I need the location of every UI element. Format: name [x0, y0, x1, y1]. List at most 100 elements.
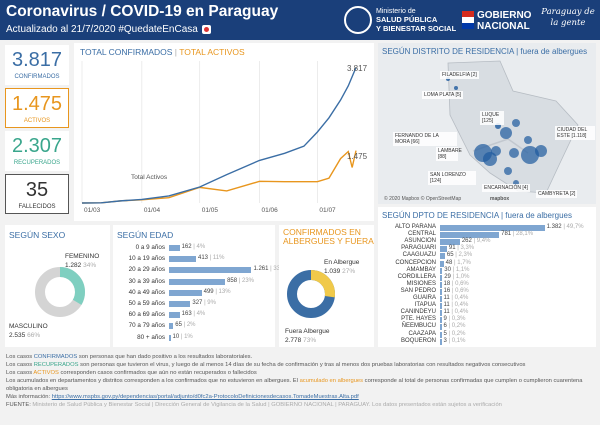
district-map[interactable]	[378, 43, 596, 204]
bar[interactable]	[440, 253, 445, 260]
bar[interactable]	[440, 239, 460, 246]
end-active-label: 1.475	[347, 152, 368, 161]
bar[interactable]	[169, 334, 171, 341]
district-bubble[interactable]	[500, 127, 512, 139]
donut-femenino[interactable]	[35, 267, 85, 317]
bar-value-label: 29 | 1,0%	[444, 273, 470, 280]
map-label: CIUDAD DEL ESTE [1.118]	[555, 126, 595, 140]
map-label: ENCARNACIÓN [4]	[482, 184, 530, 192]
kpi-confirmados[interactable]: 3.817 CONFIRMADOS	[5, 45, 69, 85]
x-tick-label: 01/03	[84, 207, 101, 214]
fem-values: 1.282 34%	[65, 262, 96, 269]
map-label: LAMBARE [88]	[436, 147, 462, 161]
ministry-name: SALUD PÚBLICA	[376, 15, 438, 24]
masc-value: 2.535	[9, 332, 26, 339]
bar-category-label: ASUNCION	[404, 238, 436, 245]
bar[interactable]	[169, 245, 180, 251]
kpi-fallecidos[interactable]: 35 FALLECIDOS	[5, 174, 69, 214]
bar-category-label: 0 a 9 años	[135, 244, 165, 251]
map-panel[interactable]: SEGÚN DISTRITO DE RESIDENCIA | fuera de …	[378, 43, 596, 204]
x-tick-label: 01/06	[262, 207, 279, 214]
bar-category-label: 60 a 69 años	[128, 311, 165, 319]
x-tick-label: 01/04	[144, 207, 161, 214]
bar[interactable]	[440, 267, 443, 274]
bar-value-label: 65 | 2,3%	[446, 252, 473, 259]
bar-value-label: 11 | 0,4%	[443, 295, 469, 301]
bar[interactable]	[440, 225, 545, 231]
district-bubble[interactable]	[521, 146, 539, 164]
bar-value-label: 781 | 28,1%	[501, 231, 534, 238]
bar[interactable]	[169, 301, 191, 307]
bar[interactable]	[440, 331, 442, 338]
bar[interactable]	[440, 303, 442, 310]
bar-category-label: ALTO PARANA	[394, 224, 436, 230]
district-bubble[interactable]	[509, 148, 519, 158]
kpi-recuperados[interactable]: 2.307 RECUPERADOS	[5, 131, 69, 171]
in-value: 1.039	[324, 268, 341, 275]
district-bubble[interactable]	[504, 167, 512, 175]
bar-value-label: 858 | 23%	[227, 277, 255, 284]
sexo-donut[interactable]	[5, 225, 110, 347]
series-line-confirmados	[81, 67, 357, 204]
bar-category-label: 70 a 79 años	[128, 322, 165, 330]
bar-category-label: CORDILLERA	[397, 273, 436, 280]
protocol-link[interactable]: https://www.mspbs.gov.py/dependencias/po…	[51, 394, 359, 400]
masc-label: MASCULINO	[9, 323, 48, 330]
bar-value-label: 11 | 0,4%	[443, 309, 469, 316]
district-bubble[interactable]	[535, 145, 547, 157]
bar[interactable]	[440, 324, 442, 331]
albergue-panel: CONFIRMADOS EN ALBERGUES Y FUERA En Alber…	[279, 225, 374, 347]
sexo-panel: SEGÚN SEXO FEMENINO 1.282 34% MASCULINO …	[5, 225, 110, 347]
bar[interactable]	[169, 278, 226, 285]
bar[interactable]	[440, 232, 500, 239]
gobierno-logo: GOBIERNO NACIONAL	[477, 10, 531, 32]
albergue-donut[interactable]	[279, 225, 374, 347]
bar[interactable]	[169, 267, 252, 274]
bar-category-label: PTE. HAYES	[401, 316, 436, 323]
bar-category-label: CAAZAPA	[408, 330, 436, 337]
ministry-seal-icon	[344, 6, 372, 34]
ministry-name-2: Y BIENESTAR SOCIAL	[376, 24, 457, 33]
district-bubble[interactable]	[483, 152, 497, 166]
bar[interactable]	[169, 323, 174, 330]
district-bubble[interactable]	[524, 136, 532, 144]
masc-pct: 66%	[27, 332, 41, 339]
district-bubble[interactable]	[512, 119, 520, 127]
bar[interactable]	[169, 312, 180, 319]
map-label: LOMA PLATA [5]	[422, 91, 464, 99]
bar[interactable]	[440, 260, 444, 267]
map-credit[interactable]: © 2020 Mapbox © OpenStreetMap	[384, 196, 462, 202]
kpi-recuperados-value: 2.307	[11, 135, 63, 157]
ministry-small: Ministerio de	[376, 8, 416, 15]
bar-value-label: 11 | 0,4%	[443, 302, 469, 309]
bar[interactable]	[440, 296, 442, 302]
bar[interactable]	[440, 338, 442, 345]
bar[interactable]	[440, 317, 442, 324]
donut-en-albergue[interactable]	[287, 270, 335, 318]
bar-category-label: 20 a 29 años	[128, 266, 165, 274]
bar-value-label: 499 | 13%	[203, 288, 231, 295]
mapbox-logo[interactable]: mapbox	[490, 196, 510, 202]
bar[interactable]	[440, 288, 442, 295]
in-values: 1.039 27%	[324, 268, 355, 275]
footnotes: Los casos CONFIRMADOS son personas que h…	[6, 353, 596, 409]
bar[interactable]	[440, 274, 443, 281]
bar-category-label: CANINDEYU	[400, 309, 436, 316]
bar-category-label: ITAPUA	[414, 302, 436, 309]
timeline-panel: TOTAL CONFIRMADOS | TOTAL ACTIVOS 01/03 0…	[74, 43, 374, 221]
bar[interactable]	[169, 289, 202, 296]
update-line: Actualizado al 21/7/2020 #QuedateEnCasa	[6, 24, 211, 35]
note-mas-info: Más información: https://www.mspbs.gov.p…	[6, 394, 359, 400]
fem-label: FEMENINO	[65, 253, 100, 260]
bar-value-label: 413 | 11%	[198, 255, 225, 262]
hashtag: #QuedateEnCasa	[118, 24, 198, 35]
bar[interactable]	[440, 281, 442, 288]
bar[interactable]	[169, 256, 196, 263]
district-bubble[interactable]	[454, 86, 458, 90]
bar-category-label: 80 + años	[137, 333, 165, 341]
kpi-activos[interactable]: 1.475 ACTIVOS	[5, 88, 69, 128]
bar[interactable]	[440, 246, 447, 253]
map-label: SAN LORENZO [124]	[428, 171, 476, 185]
sexo-title: SEGÚN SEXO	[9, 230, 66, 240]
bar[interactable]	[440, 310, 442, 317]
